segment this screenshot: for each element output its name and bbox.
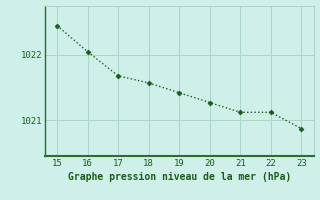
X-axis label: Graphe pression niveau de la mer (hPa): Graphe pression niveau de la mer (hPa) [68,172,291,182]
